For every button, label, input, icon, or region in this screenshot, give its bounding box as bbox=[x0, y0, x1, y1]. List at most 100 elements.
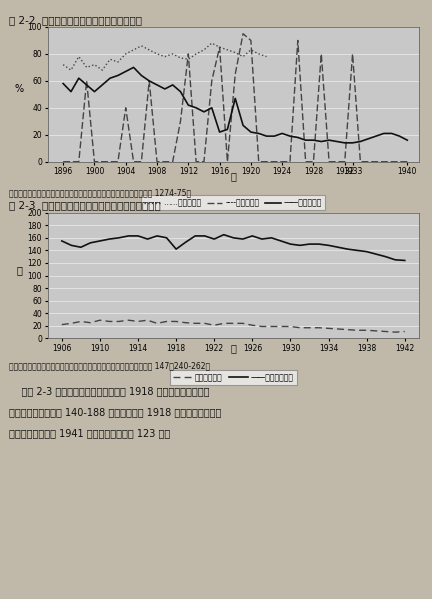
——總計死亡率 bbox=[311, 137, 316, 144]
----霍亂死亡率 bbox=[248, 37, 254, 44]
——嬰兒死亡人數 bbox=[164, 234, 169, 241]
Line: ----霍亂死亡率: ----霍亂死亡率 bbox=[63, 34, 407, 162]
——嬰兒死亡人數 bbox=[345, 246, 350, 253]
——總計死亡率 bbox=[358, 138, 363, 145]
……鼠疫死亡率 bbox=[209, 40, 214, 47]
——總計死亡率 bbox=[272, 132, 277, 140]
——總計死亡率 bbox=[248, 129, 254, 136]
——總計死亡率 bbox=[186, 101, 191, 109]
－－死亡人數 bbox=[59, 321, 64, 328]
……鼠疫死亡率 bbox=[76, 53, 81, 60]
－－死亡人數 bbox=[307, 324, 312, 331]
……鼠疫死亡率 bbox=[108, 56, 113, 63]
——總計死亡率 bbox=[178, 88, 183, 95]
－－死亡人數 bbox=[364, 326, 369, 334]
——嬰兒死亡人數 bbox=[402, 257, 407, 264]
－－死亡人數 bbox=[374, 327, 379, 334]
——嬰兒死亡人數 bbox=[116, 234, 121, 241]
——嬰兒死亡人數 bbox=[326, 242, 331, 249]
——總計死亡率 bbox=[131, 64, 136, 71]
----霍亂死亡率 bbox=[319, 50, 324, 58]
－－死亡人數 bbox=[135, 318, 140, 325]
－－死亡人數 bbox=[383, 328, 388, 335]
－－死亡人數 bbox=[126, 317, 131, 324]
——嬰兒死亡人數 bbox=[231, 234, 236, 241]
——嬰兒死亡人數 bbox=[221, 231, 226, 238]
……鼠疫死亡率 bbox=[194, 50, 199, 58]
……鼠疫死亡率 bbox=[60, 61, 66, 68]
Text: 勢，震幅介於每千人 140-188 人之間；不過 1918 年以後，則轉為持: 勢，震幅介於每千人 140-188 人之間；不過 1918 年以後，則轉為持 bbox=[9, 407, 221, 418]
----霍亂死亡率 bbox=[342, 158, 347, 165]
……鼠疫死亡率 bbox=[241, 53, 246, 60]
----霍亂死亡率 bbox=[295, 37, 300, 44]
……鼠疫死亡率 bbox=[186, 56, 191, 63]
——總計死亡率 bbox=[373, 132, 378, 140]
——總計死亡率 bbox=[365, 135, 371, 143]
----霍亂死亡率 bbox=[303, 158, 308, 165]
——嬰兒死亡人數 bbox=[135, 232, 140, 240]
——總計死亡率 bbox=[334, 138, 340, 145]
----霍亂死亡率 bbox=[217, 44, 222, 51]
－－死亡人數 bbox=[259, 323, 264, 330]
——總計死亡率 bbox=[100, 81, 105, 89]
----霍亂死亡率 bbox=[92, 158, 97, 165]
－－死亡人數 bbox=[116, 318, 121, 325]
……鼠疫死亡率 bbox=[170, 50, 175, 58]
……鼠疫死亡率 bbox=[162, 53, 168, 60]
－－死亡人數 bbox=[297, 324, 302, 331]
----霍亂死亡率 bbox=[60, 158, 66, 165]
——嬰兒死亡人數 bbox=[297, 242, 302, 249]
——嬰兒死亡人數 bbox=[126, 232, 131, 240]
----霍亂死亡率 bbox=[139, 158, 144, 165]
——總計死亡率 bbox=[123, 68, 128, 75]
Line: －－死亡人數: －－死亡人數 bbox=[62, 320, 405, 332]
－－死亡人數 bbox=[345, 326, 350, 333]
——總計死亡率 bbox=[162, 85, 168, 92]
——總計死亡率 bbox=[233, 95, 238, 102]
----霍亂死亡率 bbox=[209, 77, 214, 84]
——嬰兒死亡人數 bbox=[355, 247, 360, 254]
Text: 年: 年 bbox=[230, 343, 236, 353]
－－死亡人數 bbox=[97, 317, 102, 324]
——總計死亡率 bbox=[115, 72, 121, 79]
----霍亂死亡率 bbox=[272, 158, 277, 165]
——總計死亡率 bbox=[397, 132, 402, 140]
－－死亡人數 bbox=[212, 322, 217, 329]
Text: 年: 年 bbox=[230, 171, 236, 181]
----霍亂死亡率 bbox=[287, 158, 292, 165]
——總計死亡率 bbox=[342, 140, 347, 147]
——嬰兒死亡人數 bbox=[59, 237, 64, 244]
Text: 資料來源：臺灣省行政長官公署，《臺灣省五十一年來統計提要》，頁 1274-75。: 資料來源：臺灣省行政長官公署，《臺灣省五十一年來統計提要》，頁 1274-75。 bbox=[9, 189, 191, 198]
----霍亂死亡率 bbox=[264, 158, 269, 165]
Legend: －－死亡人數, ——嬰兒死亡人數: －－死亡人數, ——嬰兒死亡人數 bbox=[170, 370, 297, 385]
——嬰兒死亡人數 bbox=[240, 235, 245, 243]
——總計死亡率 bbox=[84, 81, 89, 89]
－－死亡人數 bbox=[288, 323, 293, 330]
－－死亡人數 bbox=[202, 320, 207, 327]
Line: ……鼠疫死亡率: ……鼠疫死亡率 bbox=[63, 43, 267, 70]
－－死亡人數 bbox=[174, 318, 179, 325]
Text: 資料來源：臺灣省行政長官公署，《台灣省五十一年來統計提要》，頁 147，240-262。: 資料來源：臺灣省行政長官公署，《台灣省五十一年來統計提要》，頁 147，240-… bbox=[9, 361, 210, 370]
……鼠疫死亡率 bbox=[264, 53, 269, 60]
－－死亡人數 bbox=[164, 318, 169, 325]
----霍亂死亡率 bbox=[123, 104, 128, 111]
——嬰兒死亡人數 bbox=[69, 242, 74, 249]
——總計死亡率 bbox=[60, 80, 66, 87]
－－死亡人數 bbox=[231, 320, 236, 327]
……鼠疫死亡率 bbox=[115, 59, 121, 66]
－－死亡人數 bbox=[107, 318, 112, 325]
－－死亡人數 bbox=[336, 325, 341, 332]
——總計死亡率 bbox=[194, 104, 199, 111]
——總計死亡率 bbox=[303, 137, 308, 144]
----霍亂死亡率 bbox=[186, 50, 191, 58]
----霍亂死亡率 bbox=[131, 158, 136, 165]
——總計死亡率 bbox=[170, 81, 175, 89]
－－死亡人數 bbox=[250, 322, 255, 329]
……鼠疫死亡率 bbox=[92, 61, 97, 68]
——總計死亡率 bbox=[264, 132, 269, 140]
－－死亡人數 bbox=[326, 325, 331, 332]
——總計死亡率 bbox=[76, 74, 81, 81]
——總計死亡率 bbox=[405, 137, 410, 144]
……鼠疫死亡率 bbox=[100, 66, 105, 74]
——總計死亡率 bbox=[295, 134, 300, 141]
